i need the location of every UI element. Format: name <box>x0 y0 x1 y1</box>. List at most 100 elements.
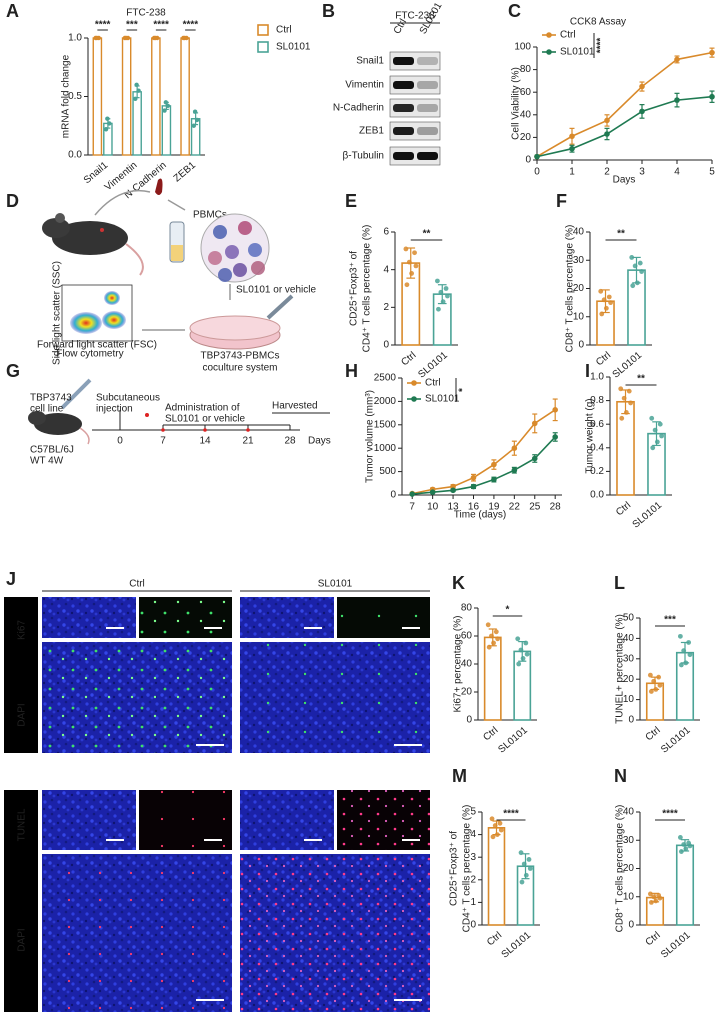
data-point <box>518 647 524 653</box>
series-line <box>412 436 556 495</box>
panel-label: K <box>452 573 465 593</box>
data-point <box>657 421 663 427</box>
blot-row <box>389 146 441 166</box>
data-point <box>648 900 654 905</box>
y-tick-label: 2500 <box>374 373 397 384</box>
data-point <box>652 427 658 433</box>
data-point <box>569 145 575 152</box>
data-point <box>486 644 492 650</box>
blot-band <box>417 57 438 65</box>
significance: *** <box>664 615 676 626</box>
mouse <box>52 221 128 255</box>
y-tick-label: 2 <box>383 302 389 313</box>
data-point <box>406 259 412 265</box>
x-tick-label: Ctrl <box>644 725 663 743</box>
timeline-label: 7 <box>160 436 166 447</box>
data-point <box>470 483 477 490</box>
blot-band <box>393 152 414 160</box>
bar <box>161 105 172 156</box>
data-point <box>601 297 607 303</box>
data-point <box>647 891 653 897</box>
cell <box>225 245 239 259</box>
data-point <box>515 636 521 642</box>
data-point <box>107 121 112 126</box>
schematic-text: SL0101 or vehicle <box>236 285 316 296</box>
blot-row <box>389 98 441 118</box>
data-point <box>523 872 529 878</box>
data-point <box>639 108 645 115</box>
micrograph <box>240 597 334 638</box>
x-tick-label: 10 <box>427 502 439 513</box>
data-point <box>409 491 416 497</box>
y-tick-label: 1.0 <box>68 33 82 44</box>
data-point <box>516 661 522 667</box>
data-point <box>192 109 198 114</box>
y-tick-label: 0.0 <box>590 490 604 501</box>
x-tick-label: Ctrl <box>594 350 613 368</box>
data-point <box>165 103 171 109</box>
significance: **** <box>596 38 607 54</box>
panel-label: D <box>6 191 19 211</box>
legend-label: Ctrl <box>425 378 441 389</box>
schematic-text: TBP3743 <box>30 393 72 404</box>
y-tick-label: 30 <box>623 835 635 846</box>
legend-label: SL0101 <box>276 42 311 53</box>
cell <box>251 261 265 275</box>
mouse <box>34 413 82 435</box>
cell <box>218 268 232 282</box>
timeline-label: 0 <box>117 436 123 447</box>
y-tick-label: 60 <box>520 87 532 98</box>
x-tick-label: Ctrl <box>614 500 633 518</box>
data-point <box>604 131 610 137</box>
data-point <box>518 850 524 856</box>
data-point <box>412 250 417 256</box>
data-point <box>440 299 446 305</box>
bar <box>121 37 132 156</box>
y-tick-label: 6 <box>383 227 389 238</box>
group-label: Ctrl <box>129 579 145 590</box>
micrograph <box>42 597 136 638</box>
data-point <box>511 445 518 452</box>
data-point <box>606 294 612 300</box>
cell <box>213 225 227 239</box>
legend-swatch <box>411 380 417 386</box>
mouse-tail <box>79 427 90 445</box>
dose-dot <box>203 428 207 432</box>
stain-label: DAPI <box>17 703 28 726</box>
data-point <box>493 629 499 635</box>
x-tick-label: 16 <box>468 502 480 513</box>
panel-label: A <box>6 1 19 21</box>
chart-title: CCK8 Assay <box>570 17 626 28</box>
y-axis-label: Tumor weight (g) <box>585 398 596 473</box>
x-tick-label: ZEB1 <box>172 160 199 185</box>
micrograph-signal <box>240 642 430 753</box>
significance: ** <box>617 229 625 240</box>
x-tick-label: Ctrl <box>644 930 663 948</box>
micrograph-signal <box>337 597 430 638</box>
data-point <box>526 857 532 862</box>
data-point <box>511 467 518 473</box>
x-tick-label: SL0101 <box>416 350 450 381</box>
y-tick-label: 20 <box>461 687 473 698</box>
y-tick-label: 0.4 <box>590 442 604 453</box>
schematic-text: SL0101 or vehicle <box>165 414 245 425</box>
bar <box>92 37 103 156</box>
cell <box>208 251 222 265</box>
data-point <box>653 687 659 692</box>
y-axis-label: CD8⁺ T cells percentage (%) <box>565 225 576 353</box>
flow-axis-label: Side light scatter (SSC) <box>52 261 63 365</box>
data-point <box>681 842 687 847</box>
blot-protein-label: N-Cadherin <box>333 103 384 114</box>
schematic-text: Flow cytometry <box>56 349 123 360</box>
data-point <box>133 96 138 102</box>
y-tick-label: 10 <box>623 694 635 705</box>
data-point <box>639 269 645 274</box>
significance: *** <box>126 20 138 31</box>
x-tick-label: SL0101 <box>631 500 665 531</box>
y-tick-label: 0 <box>525 155 531 166</box>
timeline-label: Days <box>308 436 331 447</box>
y-axis-label: Ki67+ percentage (%) <box>453 615 464 712</box>
y-axis-label: CD4⁺ T cells percentage (%) <box>462 805 473 933</box>
y-tick-label: 40 <box>520 109 532 120</box>
data-point <box>194 117 200 123</box>
